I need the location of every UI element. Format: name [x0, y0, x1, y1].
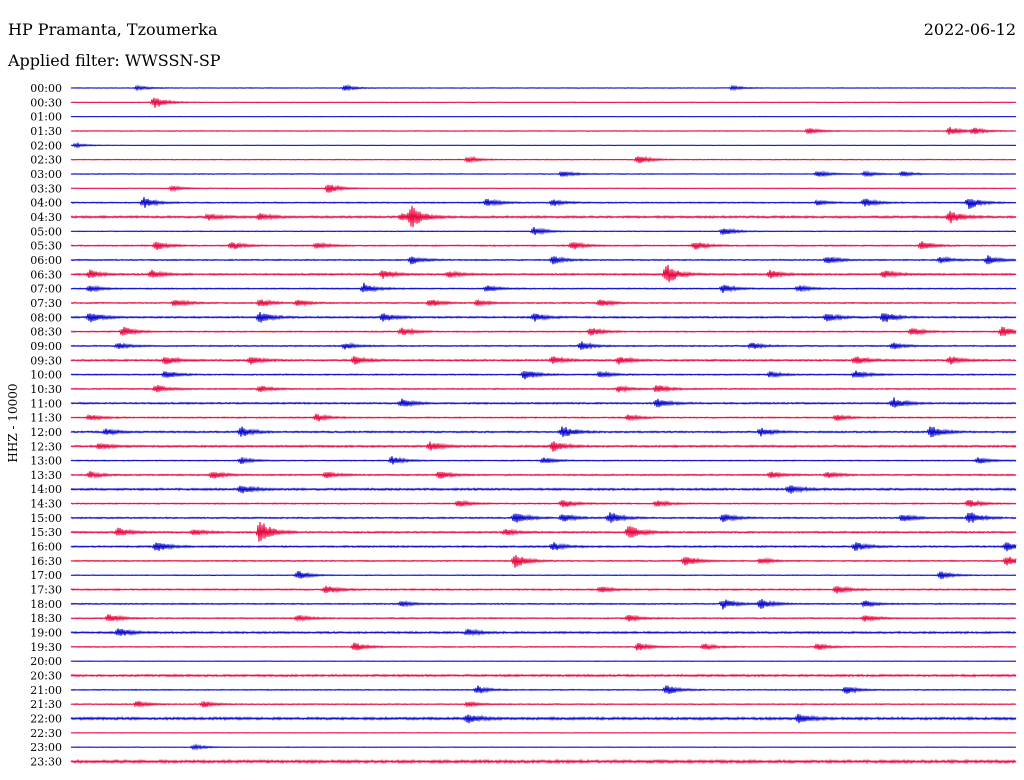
time-label: 23:30	[30, 756, 62, 769]
seismic-trace	[70, 471, 1017, 480]
seismic-trace	[70, 570, 1017, 580]
seismic-trace	[70, 155, 1017, 164]
seismic-trace	[70, 499, 1017, 508]
time-label: 08:00	[30, 311, 62, 324]
time-label: 17:00	[30, 569, 62, 582]
seismic-trace	[70, 370, 1017, 380]
seismic-trace	[70, 264, 1017, 283]
seismic-trace	[70, 642, 1017, 651]
seismic-trace	[70, 84, 1017, 92]
seismic-trace	[70, 196, 1017, 209]
time-label: 20:00	[30, 655, 62, 668]
time-label: 16:00	[30, 541, 62, 554]
seismic-trace	[70, 241, 1017, 250]
time-label: 22:30	[30, 727, 62, 740]
time-label: 14:00	[30, 483, 62, 496]
time-label: 21:00	[30, 684, 62, 697]
seismic-trace	[70, 743, 1017, 751]
time-label: 18:00	[30, 598, 62, 611]
seismic-trace	[70, 355, 1017, 365]
time-label: 23:00	[30, 741, 62, 754]
seismic-trace	[70, 205, 1017, 228]
time-label: 02:00	[30, 139, 62, 152]
seismic-trace	[70, 660, 1017, 663]
seismic-trace	[70, 614, 1017, 623]
seismic-trace	[70, 512, 1017, 523]
seismic-trace	[70, 126, 1017, 135]
time-label: 07:00	[30, 283, 62, 296]
seismic-trace	[70, 299, 1017, 307]
seismic-trace	[70, 685, 1017, 695]
seismic-trace	[70, 97, 1017, 108]
time-label: 21:30	[30, 698, 62, 711]
time-label: 00:30	[30, 96, 62, 109]
time-label: 04:30	[30, 211, 62, 224]
seismic-trace	[70, 555, 1017, 568]
seismic-trace	[70, 141, 1017, 149]
time-label: 03:30	[30, 182, 62, 195]
time-label: 11:00	[30, 397, 62, 410]
seismic-trace	[70, 731, 1017, 734]
time-label: 08:30	[30, 326, 62, 339]
seismic-trace	[70, 282, 1017, 293]
seismic-trace	[70, 170, 1017, 178]
seismic-trace	[70, 628, 1017, 637]
time-label: 13:30	[30, 469, 62, 482]
seismic-trace	[70, 713, 1017, 724]
time-label: 07:30	[30, 297, 62, 310]
time-label: 06:30	[30, 268, 62, 281]
seismic-trace	[70, 384, 1017, 393]
seismic-trace	[70, 413, 1017, 422]
time-label: 12:00	[30, 426, 62, 439]
time-label: 06:00	[30, 254, 62, 267]
time-label: 00:00	[30, 82, 62, 95]
seismic-trace	[70, 673, 1017, 678]
seismic-trace	[70, 522, 1017, 542]
seismic-trace	[70, 184, 1017, 193]
seismic-trace	[70, 426, 1017, 438]
time-label: 01:30	[30, 125, 62, 138]
seismic-trace	[70, 599, 1017, 610]
time-label: 10:00	[30, 369, 62, 382]
seismic-trace	[70, 542, 1017, 552]
time-label: 19:00	[30, 627, 62, 640]
time-label: 22:00	[30, 713, 62, 726]
seismic-trace	[70, 341, 1017, 350]
time-label: 20:30	[30, 670, 62, 683]
time-label: 13:00	[30, 455, 62, 468]
time-label: 02:30	[30, 154, 62, 167]
seismic-trace	[70, 397, 1017, 408]
time-label: 05:00	[30, 225, 62, 238]
seismic-trace	[70, 456, 1017, 465]
time-label: 09:00	[30, 340, 62, 353]
time-label: 04:00	[30, 197, 62, 210]
time-label: 18:30	[30, 612, 62, 625]
time-label: 16:30	[30, 555, 62, 568]
seismic-trace	[70, 326, 1017, 337]
time-label: 17:30	[30, 584, 62, 597]
time-label: 05:30	[30, 240, 62, 253]
filter-label: Applied filter: WWSSN-SP	[8, 51, 221, 70]
seismic-trace	[70, 758, 1017, 765]
station-title: HP Pramanta, Tzoumerka	[8, 20, 218, 39]
seismic-trace	[70, 700, 1017, 708]
time-label: 15:00	[30, 512, 62, 525]
seismic-trace	[70, 585, 1017, 594]
time-label: 10:30	[30, 383, 62, 396]
time-label: 14:30	[30, 498, 62, 511]
time-label: 15:30	[30, 526, 62, 539]
time-label: 01:00	[30, 111, 62, 124]
time-label: 11:30	[30, 412, 62, 425]
time-label: 03:00	[30, 168, 62, 181]
date-label: 2022-06-12	[923, 20, 1016, 39]
seismic-trace	[70, 441, 1017, 452]
seismic-trace	[70, 255, 1017, 265]
time-label: 09:30	[30, 354, 62, 367]
seismic-trace	[70, 485, 1017, 494]
time-label: 12:30	[30, 440, 62, 453]
seismic-trace	[70, 312, 1017, 323]
time-label: 19:30	[30, 641, 62, 654]
seismic-trace	[70, 226, 1017, 236]
